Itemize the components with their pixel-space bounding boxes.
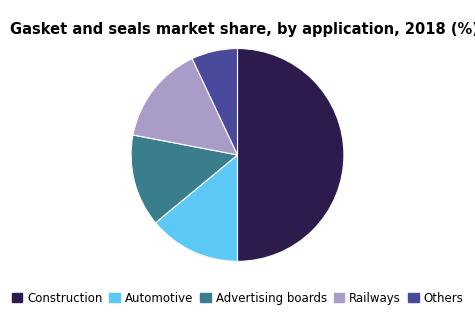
Wedge shape (133, 59, 238, 155)
Text: Gasket and seals market share, by application, 2018 (%): Gasket and seals market share, by applic… (10, 22, 475, 37)
Wedge shape (192, 49, 238, 155)
Wedge shape (238, 49, 344, 261)
Legend: Construction, Automotive, Advertising boards, Railways, Others: Construction, Automotive, Advertising bo… (10, 290, 466, 307)
Wedge shape (155, 155, 238, 261)
Wedge shape (131, 135, 238, 223)
